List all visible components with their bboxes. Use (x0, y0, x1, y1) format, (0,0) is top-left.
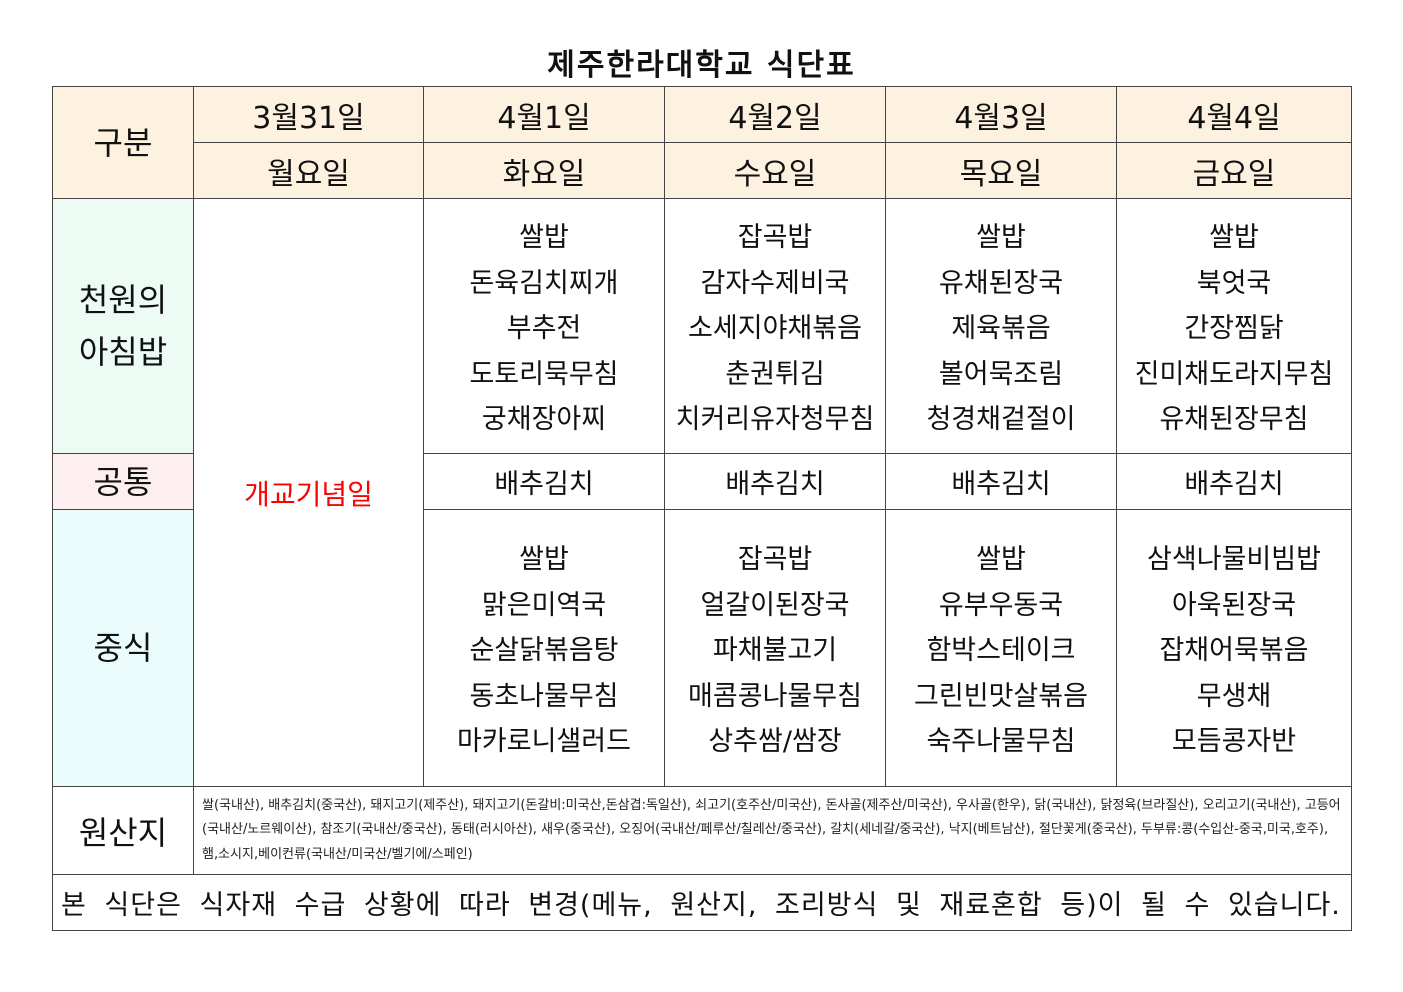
holiday-cell: 개교기념일 (193, 198, 424, 787)
menu-item: 청경채겉절이 (926, 404, 1076, 436)
menu-table: 구분 3월31일 4월1일 4월2일 4월3일 4월4일 월요일 화요일 수요일… (52, 86, 1352, 931)
menu-item: 도토리묵무침 (469, 358, 619, 390)
menu-item: 치커리유자청무침 (675, 404, 875, 436)
menu-item: 파채불고기 (712, 635, 838, 667)
menu-item: 맑은미역국 (481, 589, 607, 621)
breakfast-label-line: 천원의 (78, 281, 168, 319)
origin-label: 원산지 (52, 786, 194, 875)
common-item: 배추김치 (885, 453, 1117, 510)
page-title: 제주한라대학교 식단표 (547, 48, 856, 83)
menu-item: 숙주나물무침 (926, 726, 1076, 758)
breakfast-label: 천원의 아침밥 (52, 198, 194, 454)
date-header: 4월4일 (1116, 86, 1352, 143)
menu-item: 소세지야채볶음 (688, 313, 862, 345)
menu-item: 돈육김치찌개 (469, 267, 619, 299)
menu-item: 잡곡밥 (737, 544, 813, 576)
menu-item: 잡채어묵볶음 (1159, 635, 1309, 667)
date-header: 4월3일 (885, 86, 1117, 143)
menu-item: 상추쌈/쌈장 (708, 726, 842, 758)
menu-item: 제육볶음 (951, 313, 1051, 345)
common-label: 공통 (52, 453, 194, 510)
menu-item: 유부우동국 (938, 589, 1064, 621)
menu-item: 부추전 (506, 313, 582, 345)
weekday-header: 수요일 (664, 142, 886, 199)
menu-item: 유채된장무침 (1159, 404, 1309, 436)
date-header: 3월31일 (193, 86, 424, 143)
weekday-header: 금요일 (1116, 142, 1352, 199)
date-header: 4월2일 (664, 86, 886, 143)
weekday-header: 화요일 (423, 142, 665, 199)
menu-item: 쌀밥 (976, 222, 1026, 254)
menu-item: 간장찜닭 (1184, 313, 1284, 345)
origin-text: 쌀(국내산), 배추김치(중국산), 돼지고기(제주산), 돼지고기(돈갈비:미… (193, 786, 1352, 875)
menu-item: 쌀밥 (519, 222, 569, 254)
menu-item: 궁채장아찌 (481, 404, 607, 436)
menu-item: 아욱된장국 (1171, 589, 1297, 621)
menu-item: 쌀밥 (1209, 222, 1259, 254)
menu-item: 유채된장국 (938, 267, 1064, 299)
menu-item: 진미채도라지무침 (1134, 358, 1334, 390)
breakfast-label-line: 아침밥 (78, 333, 168, 371)
menu-item: 동초나물무침 (469, 680, 619, 712)
menu-item: 얼갈이된장국 (700, 589, 850, 621)
menu-item: 마카로니샐러드 (457, 726, 631, 758)
notice-text: 본 식단은 식자재 수급 상황에 따라 변경(메뉴, 원산지, 조리방식 및 재… (52, 874, 1352, 931)
lunch-label: 중식 (52, 509, 194, 787)
date-header: 4월1일 (423, 86, 665, 143)
menu-item: 쌀밥 (976, 544, 1026, 576)
menu-item: 잡곡밥 (737, 222, 813, 254)
menu-item: 쌀밥 (519, 544, 569, 576)
menu-item: 함박스테이크 (926, 635, 1076, 667)
menu-item: 매콤콩나물무침 (688, 680, 862, 712)
common-item: 배추김치 (423, 453, 665, 510)
weekday-header: 목요일 (885, 142, 1117, 199)
menu-item: 모듬콩자반 (1171, 726, 1297, 758)
menu-item: 볼어묵조림 (938, 358, 1064, 390)
menu-item: 북엇국 (1196, 267, 1272, 299)
menu-item: 그린빈맛살볶음 (914, 680, 1088, 712)
menu-item: 무생채 (1196, 680, 1272, 712)
common-item: 배추김치 (1116, 453, 1352, 510)
category-header: 구분 (52, 86, 194, 199)
menu-item: 감자수제비국 (700, 267, 850, 299)
menu-item: 삼색나물비빔밥 (1147, 544, 1321, 576)
common-item: 배추김치 (664, 453, 886, 510)
menu-item: 순살닭볶음탕 (469, 635, 619, 667)
menu-item: 춘권튀김 (725, 358, 825, 390)
weekday-header: 월요일 (193, 142, 424, 199)
